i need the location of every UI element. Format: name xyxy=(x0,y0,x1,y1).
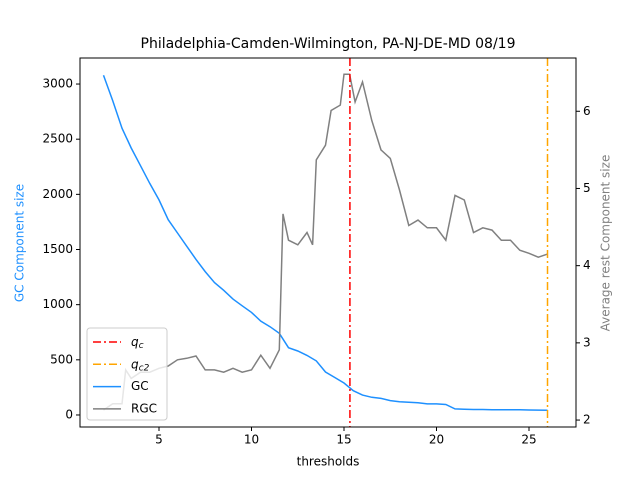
legend-label: GC xyxy=(131,379,149,393)
y-tick-label: 3000 xyxy=(42,77,73,91)
y2-tick-label: 6 xyxy=(583,104,591,118)
x-tick-label: 20 xyxy=(429,433,444,447)
y2-tick-label: 3 xyxy=(583,335,591,349)
y2-tick-label: 2 xyxy=(583,413,591,427)
legend-label: qc xyxy=(131,335,144,351)
y-tick-label: 500 xyxy=(50,352,73,366)
y-axis-label: GC Component size xyxy=(13,184,27,302)
x-tick-label: 10 xyxy=(244,433,259,447)
y-tick-label: 1500 xyxy=(42,242,73,256)
legend-box xyxy=(86,327,168,421)
x-axis-label: thresholds xyxy=(297,455,360,469)
plot-frame xyxy=(79,57,577,428)
legend-label: qc2 xyxy=(131,357,150,373)
y-tick-label: 2000 xyxy=(42,187,73,201)
y2-axis-label: Average rest Component size xyxy=(599,155,613,332)
series-line xyxy=(102,74,548,412)
x-tick-label: 5 xyxy=(155,433,163,447)
y2-tick-label: 4 xyxy=(583,258,591,272)
chart-title: Philadelphia-Camden-Wilmington, PA-NJ-DE… xyxy=(141,36,516,52)
y-tick-label: 2500 xyxy=(42,132,73,146)
y-tick-label: 0 xyxy=(65,407,73,421)
y-tick-label: 1000 xyxy=(42,297,73,311)
x-tick-label: 15 xyxy=(336,433,351,447)
x-tick-label: 25 xyxy=(521,433,536,447)
series-line xyxy=(103,73,548,411)
legend-label: RGC xyxy=(131,401,157,415)
y2-tick-label: 5 xyxy=(583,181,591,195)
